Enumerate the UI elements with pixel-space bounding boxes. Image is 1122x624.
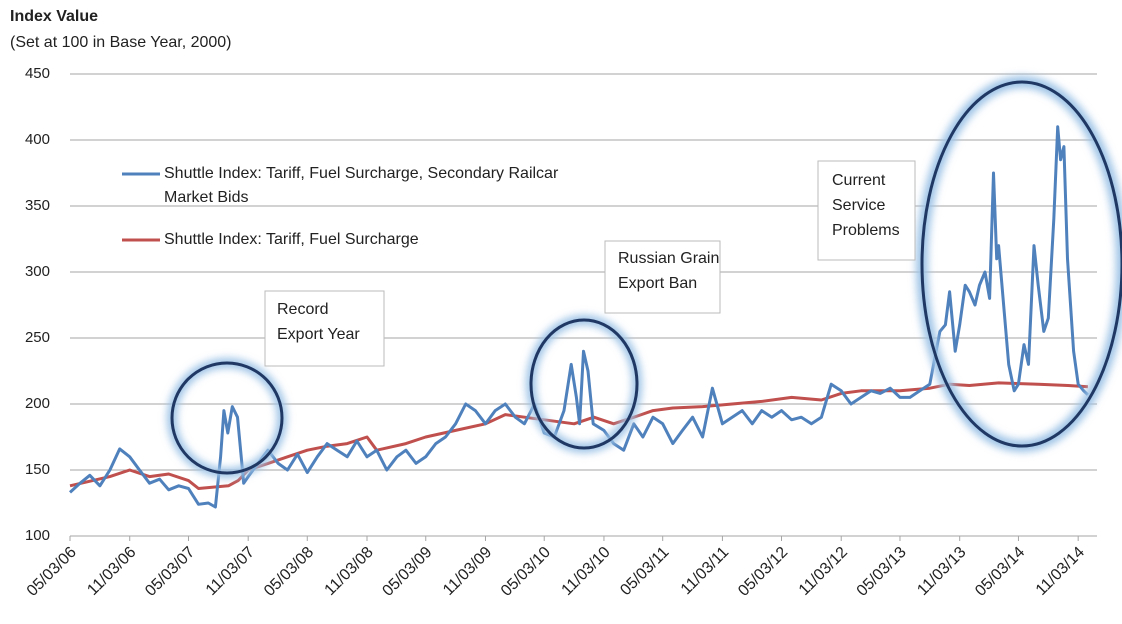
annotation-box: [817, 160, 916, 261]
chart-subtitle: (Set at 100 in Base Year, 2000): [10, 34, 232, 51]
x-tick-label: 11/03/08: [322, 544, 377, 599]
x-tick-label: 11/03/11: [678, 544, 732, 598]
annotation: Current: [832, 172, 886, 189]
ellipse: [529, 318, 639, 450]
annotation-box: [604, 240, 721, 314]
x-tick-label: 11/03/13: [914, 544, 969, 599]
x-tick-label: 05/03/07: [142, 544, 198, 600]
x-tick-label: 05/03/12: [735, 544, 791, 600]
x-tick-label: 05/03/09: [380, 544, 436, 600]
x-tick-label: 05/03/08: [261, 544, 317, 600]
y-tick-label: 300: [25, 263, 50, 280]
annotation: Problems: [832, 222, 900, 239]
x-tick-label: 11/03/06: [84, 544, 139, 599]
y-tick-label: 350: [25, 197, 50, 214]
y-tick-label: 250: [25, 329, 50, 346]
annotation: Export Year: [277, 326, 360, 343]
annotation: Russian Grain: [618, 250, 719, 267]
x-tick-label: 05/03/14: [972, 544, 1028, 600]
x-tick-label: 05/03/06: [24, 544, 80, 600]
ellipse: [920, 80, 1122, 448]
x-tick-label: 11/03/09: [440, 544, 495, 599]
annotation: Record: [277, 301, 329, 318]
annotation: Export Ban: [618, 275, 697, 292]
y-tick-label: 450: [25, 65, 50, 82]
highlight-ellipses: [167, 76, 1122, 478]
y-tick-label: 150: [25, 461, 50, 478]
y-tick-label: 200: [25, 395, 50, 412]
x-tick-label: 05/03/13: [854, 544, 910, 600]
annotation: Service: [832, 197, 885, 214]
legend-label: Shuttle Index: Tariff, Fuel Surcharge, S…: [164, 165, 559, 206]
x-tick-label: 05/03/11: [617, 544, 672, 599]
annotation-box: [264, 290, 385, 367]
legend-label: Shuttle Index: Tariff, Fuel Surcharge: [164, 231, 419, 248]
chart-title: Index Value: [10, 8, 98, 25]
x-tick-label: 11/03/12: [796, 544, 851, 599]
x-tick-label: 11/03/14: [1033, 544, 1088, 599]
y-tick-label: 400: [25, 131, 50, 148]
series-line: [68, 125, 1089, 509]
x-tick-label: 11/03/10: [559, 544, 614, 599]
ellipse: [170, 361, 284, 475]
y-tick-label: 100: [25, 527, 50, 544]
x-tick-label: 11/03/07: [203, 544, 258, 599]
x-tick-label: 05/03/10: [498, 544, 554, 600]
